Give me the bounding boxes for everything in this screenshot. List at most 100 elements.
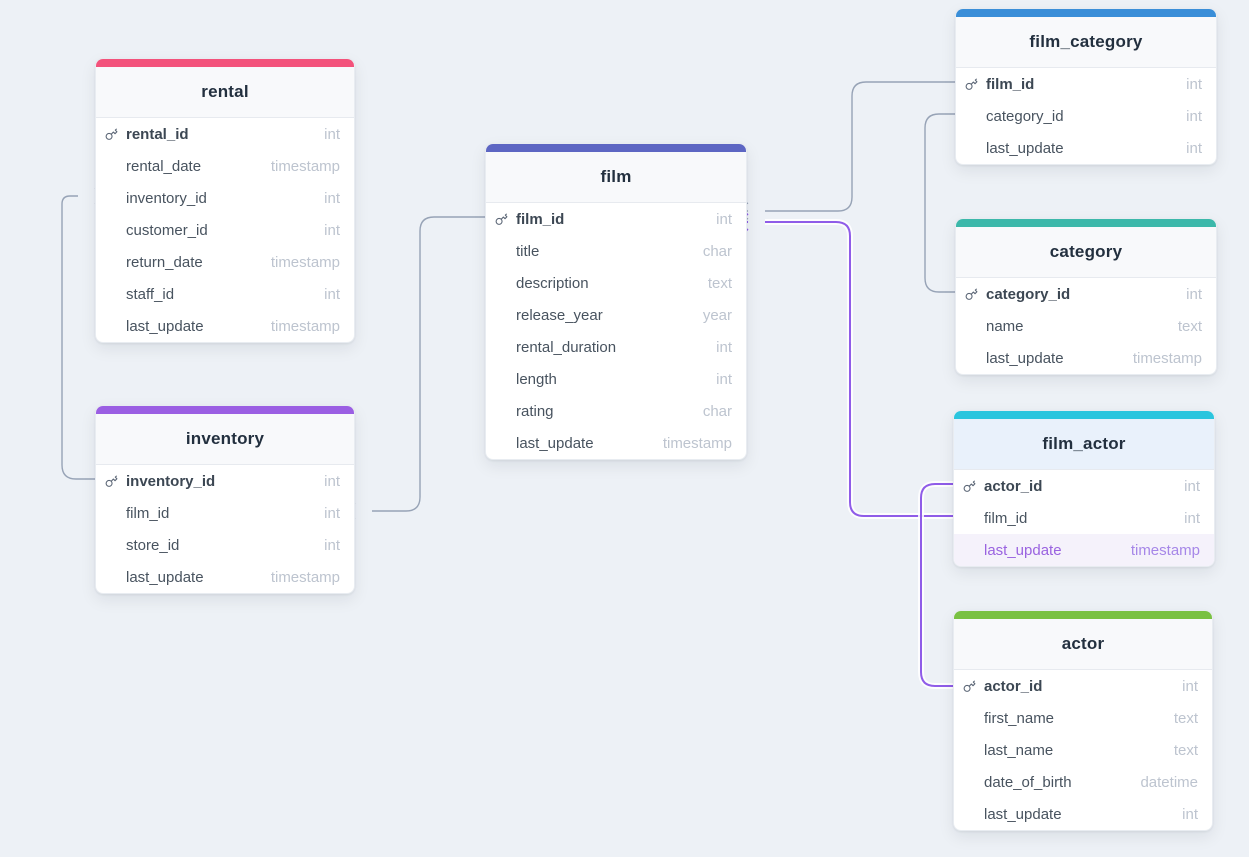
table-accent-bar: [96, 406, 354, 414]
field-row-rental-staff_id[interactable]: staff_id int: [96, 278, 354, 310]
pk-icon-placeholder: [105, 319, 122, 333]
field-name: inventory_id: [126, 189, 207, 207]
field-row-inventory-film_id[interactable]: film_id int: [96, 497, 354, 529]
table-card-inventory[interactable]: inventory inventory_id int film_id int store_…: [95, 405, 355, 594]
field-type: timestamp: [270, 253, 340, 271]
table-header-category[interactable]: category: [956, 227, 1216, 278]
field-row-film-rental_duration[interactable]: rental_duration int: [486, 331, 746, 363]
field-row-film_category-film_id[interactable]: film_id int: [956, 68, 1216, 100]
table-header-actor[interactable]: actor: [954, 619, 1212, 670]
field-type: timestamp: [1132, 349, 1202, 367]
relationship-film.film_id-to-film_category.film_id[interactable]: [730, 81, 955, 220]
field-row-category-name[interactable]: name text: [956, 310, 1216, 342]
pk-icon-placeholder: [105, 570, 122, 584]
relationship-film_category.category_id-to-category.category_id[interactable]: [924, 113, 955, 293]
relationship-film_actor.actor_id-to-actor.actor_id[interactable]: [918, 481, 953, 689]
table-accent-bar: [956, 9, 1216, 17]
field-row-film_actor-last_update[interactable]: last_update timestamp: [954, 534, 1214, 566]
field-name: film_id: [984, 509, 1028, 527]
field-name: return_date: [126, 253, 203, 271]
field-row-film_category-category_id[interactable]: category_id int: [956, 100, 1216, 132]
pk-icon-placeholder: [965, 141, 982, 155]
pk-icon-placeholder: [105, 223, 122, 237]
table-title: inventory: [185, 429, 265, 448]
table-accent-bar: [954, 611, 1212, 619]
pk-icon-placeholder: [105, 538, 122, 552]
table-title: film_category: [1029, 32, 1143, 51]
field-row-category-category_id[interactable]: category_id int: [956, 278, 1216, 310]
pk-icon-placeholder: [495, 308, 512, 322]
field-row-actor-last_update[interactable]: last_update int: [954, 798, 1212, 830]
primary-key-icon: [495, 212, 512, 226]
field-row-rental-rental_id[interactable]: rental_id int: [96, 118, 354, 150]
table-header-rental[interactable]: rental: [96, 67, 354, 118]
relationship-line[interactable]: [924, 113, 955, 293]
field-row-film_actor-film_id[interactable]: film_id int: [954, 502, 1214, 534]
pk-icon-placeholder: [965, 351, 982, 365]
table-card-actor[interactable]: actor actor_id int first_name text last_name t…: [953, 610, 1213, 831]
pk-icon-placeholder: [105, 506, 122, 520]
field-row-film-film_id[interactable]: film_id int: [486, 203, 746, 235]
field-type: char: [702, 242, 732, 260]
field-name: last_update: [986, 349, 1064, 367]
relationship-line[interactable]: [765, 221, 953, 517]
table-header-film_actor[interactable]: film_actor: [954, 419, 1214, 470]
primary-key-icon: [965, 77, 982, 91]
table-card-film[interactable]: film film_id int title char description text re…: [485, 143, 747, 460]
field-row-actor-actor_id[interactable]: actor_id int: [954, 670, 1212, 702]
table-title: film: [600, 167, 632, 186]
field-row-inventory-inventory_id[interactable]: inventory_id int: [96, 465, 354, 497]
field-row-actor-date_of_birth[interactable]: date_of_birth datetime: [954, 766, 1212, 798]
field-row-rental-customer_id[interactable]: customer_id int: [96, 214, 354, 246]
pk-icon-placeholder: [105, 159, 122, 173]
relationship-line[interactable]: [920, 483, 953, 687]
field-name: description: [516, 274, 589, 292]
field-row-actor-last_name[interactable]: last_name text: [954, 734, 1212, 766]
field-row-film-release_year[interactable]: release_year year: [486, 299, 746, 331]
field-row-rental-return_date[interactable]: return_date timestamp: [96, 246, 354, 278]
field-row-film-length[interactable]: length int: [486, 363, 746, 395]
relationship-film.film_id-to-film_actor.film_id[interactable]: [730, 213, 953, 519]
field-row-film-last_update[interactable]: last_update timestamp: [486, 427, 746, 459]
relationship-line[interactable]: [61, 195, 95, 480]
field-name: last_update: [984, 541, 1062, 559]
field-row-inventory-store_id[interactable]: store_id int: [96, 529, 354, 561]
table-header-film_category[interactable]: film_category: [956, 17, 1216, 68]
field-type: int: [324, 285, 340, 303]
table-card-film_category[interactable]: film_category film_id int category_id int las…: [955, 8, 1217, 165]
pk-icon-placeholder: [495, 276, 512, 290]
pk-icon-placeholder: [965, 109, 982, 123]
field-name: last_name: [984, 741, 1054, 759]
field-name: length: [516, 370, 557, 388]
field-row-rental-inventory_id[interactable]: inventory_id int: [96, 182, 354, 214]
relationship-line[interactable]: [372, 216, 485, 512]
field-name: last_update: [126, 317, 204, 335]
field-name: last_update: [984, 805, 1062, 823]
table-card-film_actor[interactable]: film_actor actor_id int film_id int last_upda…: [953, 410, 1215, 567]
field-type: text: [707, 274, 732, 292]
field-row-film-description[interactable]: description text: [486, 267, 746, 299]
table-header-inventory[interactable]: inventory: [96, 414, 354, 465]
primary-key-icon: [105, 127, 122, 141]
table-card-category[interactable]: category category_id int name text last_updat…: [955, 218, 1217, 375]
pk-icon-placeholder: [963, 543, 980, 557]
table-accent-bar: [956, 219, 1216, 227]
field-name: store_id: [126, 536, 180, 554]
relationship-inventory.film_id-to-film.film_id[interactable]: [337, 216, 485, 520]
field-row-rental-rental_date[interactable]: rental_date timestamp: [96, 150, 354, 182]
field-row-film_actor-actor_id[interactable]: actor_id int: [954, 470, 1214, 502]
field-row-rental-last_update[interactable]: last_update timestamp: [96, 310, 354, 342]
field-row-film-rating[interactable]: rating char: [486, 395, 746, 427]
table-card-rental[interactable]: rental rental_id int rental_date timestamp in…: [95, 58, 355, 343]
field-type: int: [1186, 139, 1202, 157]
field-row-category-last_update[interactable]: last_update timestamp: [956, 342, 1216, 374]
field-row-film_category-last_update[interactable]: last_update int: [956, 132, 1216, 164]
relationship-line[interactable]: [765, 81, 955, 212]
field-type: int: [1184, 477, 1200, 495]
field-type: timestamp: [662, 434, 732, 452]
field-row-inventory-last_update[interactable]: last_update timestamp: [96, 561, 354, 593]
field-row-actor-first_name[interactable]: first_name text: [954, 702, 1212, 734]
field-row-film-title[interactable]: title char: [486, 235, 746, 267]
table-header-film[interactable]: film: [486, 152, 746, 203]
